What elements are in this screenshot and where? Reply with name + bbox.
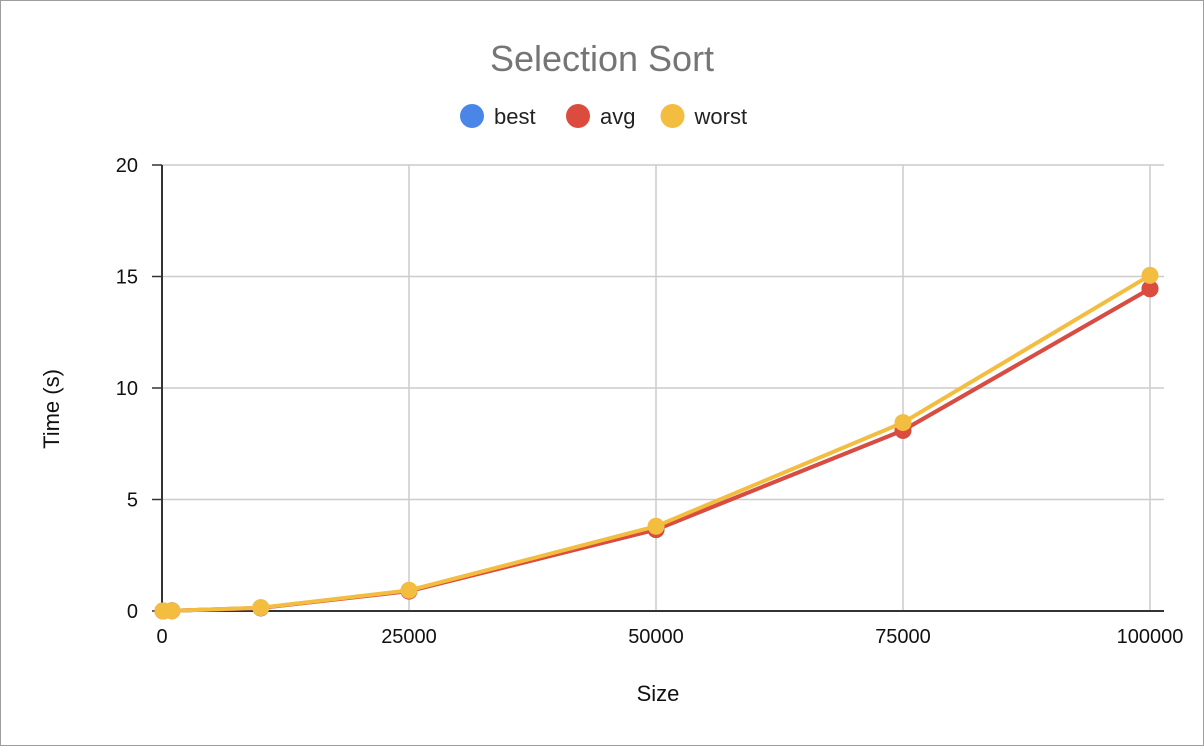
x-tick-label: 100000 [1117, 626, 1184, 648]
y-tick-label: 15 [116, 267, 138, 289]
y-tick-label: 5 [127, 490, 138, 512]
legend-label-worst: worst [694, 104, 748, 129]
x-tick-label: 75000 [875, 626, 931, 648]
data-point-worst [647, 517, 665, 535]
x-axis-title: Size [637, 681, 680, 706]
legend: best avg worst [460, 104, 747, 129]
y-tick-label: 0 [127, 601, 138, 623]
data-point-worst [894, 414, 912, 432]
data-point-worst [252, 599, 270, 617]
y-tick-label: 10 [116, 378, 138, 400]
data-point-avg [1141, 280, 1159, 298]
legend-swatch-worst [660, 104, 685, 128]
series-worst [154, 266, 1159, 620]
x-tick-label: 0 [156, 626, 167, 648]
data-point-worst [400, 581, 418, 599]
grid-lines [162, 164, 1164, 611]
x-tick-label: 25000 [381, 626, 437, 648]
y-axis-title: Time (s) [39, 369, 64, 449]
data-point-worst [163, 602, 181, 620]
y-tick-label: 20 [116, 155, 138, 177]
legend-label-avg: avg [600, 104, 635, 129]
legend-swatch-avg [566, 104, 590, 128]
legend-swatch-best [460, 104, 484, 128]
x-tick-label: 50000 [628, 626, 684, 648]
legend-label-best: best [494, 104, 536, 129]
data-point-worst [1141, 266, 1159, 284]
chart-title: Selection Sort [490, 38, 714, 79]
axes: 0 5 10 15 20 0 25000 50000 75000 100000 [116, 155, 1184, 648]
series-layer [154, 266, 1159, 620]
